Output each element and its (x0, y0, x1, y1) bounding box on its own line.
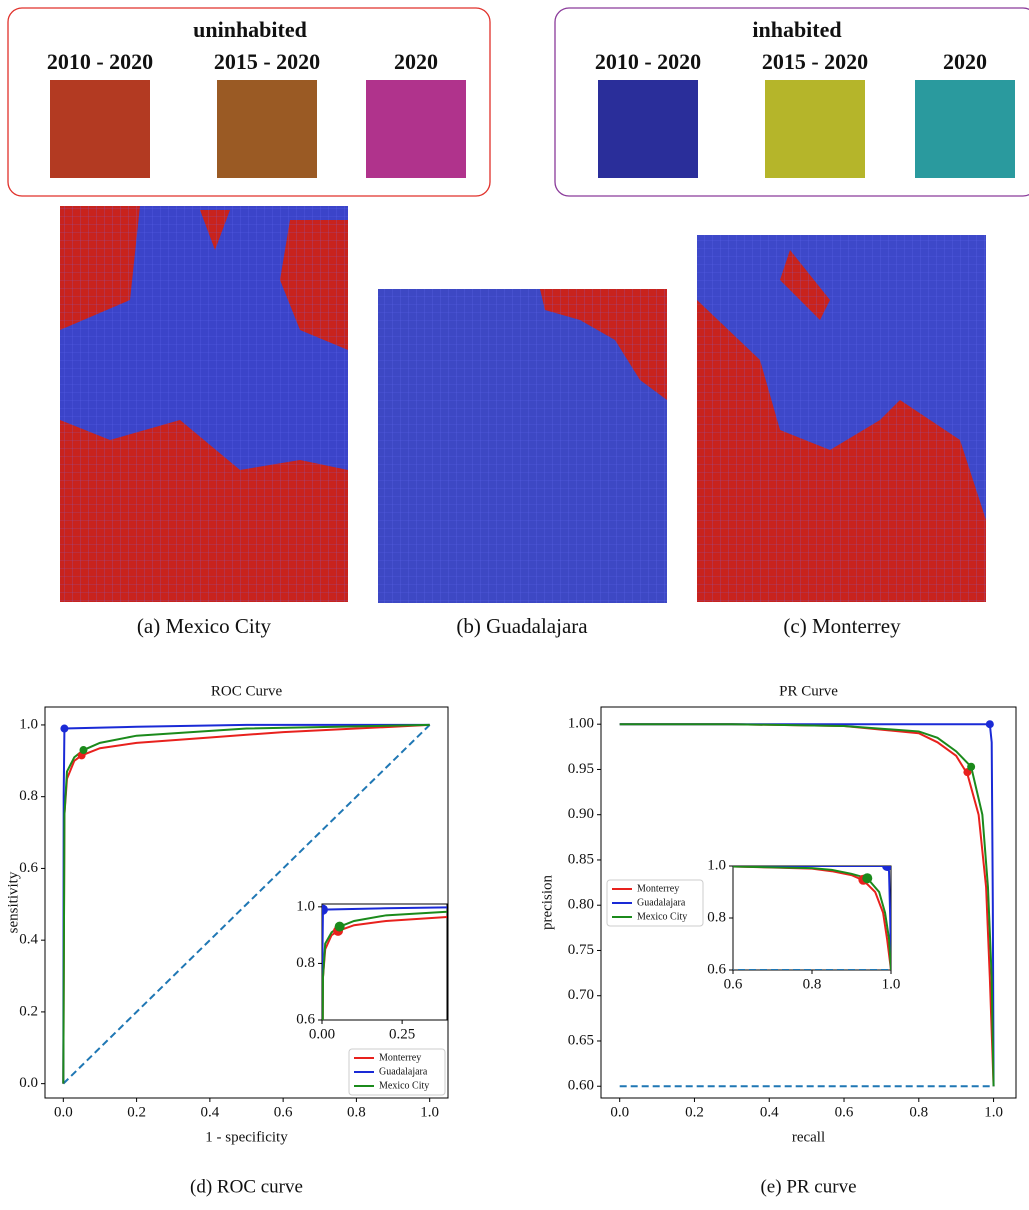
map-b (378, 289, 667, 603)
y-tick-label: 0.85 (568, 851, 594, 867)
y-axis-label: sensitivity (5, 871, 21, 933)
y-axis-label: precision (539, 875, 555, 930)
legend-label: Guadalajara (637, 897, 686, 908)
x-tick-label: 0.8 (909, 1104, 928, 1120)
x-axis-label: recall (792, 1129, 825, 1145)
operating-point (985, 720, 994, 729)
x-tick-label: 0.4 (200, 1104, 219, 1120)
legend-box (606, 879, 704, 927)
baseline (62, 724, 431, 1085)
y-tick-label: 0.95 (568, 761, 594, 777)
y-tick-label: 0.0 (19, 1075, 38, 1091)
legend-label: Monterrey (379, 1052, 421, 1063)
swatch (598, 80, 698, 178)
operating-point (862, 873, 873, 884)
operating-point (60, 724, 69, 733)
legend-label: Mexico City (379, 1080, 429, 1091)
y-tick-label: 1.0 (707, 857, 726, 873)
panel-label: 2020 (943, 49, 987, 74)
x-tick-label: 1.0 (420, 1104, 439, 1120)
x-axis-label: 1 - specificity (205, 1129, 288, 1145)
x-tick-label: 0.8 (803, 976, 822, 992)
y-tick-label: 0.2 (19, 1003, 38, 1019)
y-tick-label: 0.8 (296, 955, 315, 971)
y-tick-label: 1.00 (568, 716, 594, 732)
y-tick-label: 0.6 (19, 860, 38, 876)
legend-box (348, 1048, 446, 1096)
operating-point (967, 762, 976, 771)
y-tick-label: 0.90 (568, 806, 594, 822)
chart-title: ROC Curve (211, 683, 283, 699)
legend-panel (7, 7, 491, 197)
panel-title: inhabited (752, 17, 841, 42)
chart-title: PR Curve (779, 683, 838, 699)
map-c (697, 235, 986, 602)
x-tick-label: 0.0 (54, 1104, 73, 1120)
panel-label: 2010 - 2020 (47, 49, 153, 74)
swatch (366, 80, 466, 178)
panel-label: 2010 - 2020 (595, 49, 701, 74)
operating-point (882, 866, 891, 871)
y-tick-label: 0.80 (568, 897, 594, 913)
swatch (50, 80, 150, 178)
operating-point (79, 746, 88, 755)
operating-point (334, 921, 345, 932)
series-line (619, 723, 995, 1087)
x-tick-label: 0.6 (724, 976, 743, 992)
x-tick-label: 1.0 (984, 1104, 1003, 1120)
panel-label: 2020 (394, 49, 438, 74)
map-caption: (a) Mexico City (137, 614, 272, 638)
y-tick-label: 0.65 (568, 1032, 594, 1048)
y-tick-label: 0.60 (568, 1078, 594, 1094)
panel-label: 2015 - 2020 (762, 49, 868, 74)
y-tick-label: 0.8 (19, 788, 38, 804)
x-tick-label: 0.2 (685, 1104, 704, 1120)
x-tick-label: 0.2 (127, 1104, 146, 1120)
x-tick-label: 0.25 (389, 1026, 415, 1042)
y-tick-label: 0.8 (707, 909, 726, 925)
panel-title: uninhabited (193, 17, 307, 42)
map-a (60, 206, 348, 602)
legend-label: Monterrey (637, 883, 679, 894)
y-tick-label: 0.4 (19, 932, 38, 948)
map-caption: (c) Monterrey (783, 614, 901, 638)
series-line (733, 866, 891, 970)
y-tick-label: 0.75 (568, 942, 594, 958)
swatch (217, 80, 317, 178)
y-tick-label: 1.0 (19, 716, 38, 732)
y-tick-label: 1.0 (296, 898, 315, 914)
swatch (765, 80, 865, 178)
series-line (619, 723, 995, 1087)
legend-panel (554, 7, 1029, 197)
x-tick-label: 0.4 (760, 1104, 779, 1120)
series-line (733, 866, 891, 970)
swatch (915, 80, 1015, 178)
x-tick-label: 1.0 (882, 976, 901, 992)
chart-caption: (e) PR curve (760, 1176, 856, 1197)
inset-plot (733, 866, 891, 970)
x-tick-label: 0.6 (274, 1104, 293, 1120)
y-tick-label: 0.6 (707, 961, 726, 977)
y-tick-label: 0.6 (296, 1011, 315, 1027)
panel-label: 2015 - 2020 (214, 49, 320, 74)
legend-label: Guadalajara (379, 1066, 428, 1077)
x-tick-label: 0.00 (309, 1026, 335, 1042)
x-tick-label: 0.6 (835, 1104, 854, 1120)
y-tick-label: 0.70 (568, 987, 594, 1003)
operating-point (322, 904, 328, 915)
series-line (733, 866, 891, 970)
x-tick-label: 0.0 (610, 1104, 629, 1120)
map-caption: (b) Guadalajara (456, 614, 588, 638)
x-tick-label: 0.8 (347, 1104, 366, 1120)
inset-plot (322, 904, 447, 1020)
legend-label: Mexico City (637, 911, 687, 922)
chart-caption: (d) ROC curve (190, 1176, 303, 1197)
